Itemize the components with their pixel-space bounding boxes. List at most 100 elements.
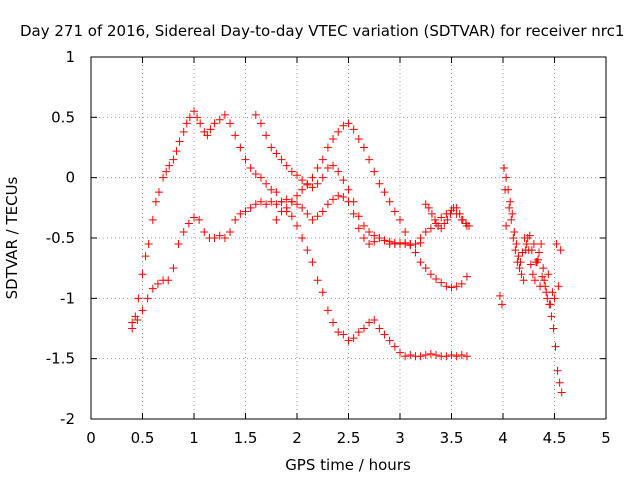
data-point <box>162 167 171 176</box>
data-point <box>396 348 404 357</box>
data-point <box>514 252 523 261</box>
data-point <box>246 203 255 212</box>
data-point <box>411 240 420 249</box>
data-point <box>138 270 147 279</box>
data-point <box>272 149 281 158</box>
data-point <box>505 203 514 212</box>
data-point <box>359 143 368 152</box>
x-tick-label: 0 <box>86 429 96 447</box>
data-point <box>298 203 307 212</box>
data-point <box>282 195 291 204</box>
data-point <box>549 324 558 333</box>
data-point <box>175 137 184 146</box>
data-point <box>401 227 410 236</box>
data-point <box>416 352 425 361</box>
data-point <box>447 283 456 292</box>
data-point <box>509 234 518 242</box>
data-point <box>210 234 219 242</box>
data-point <box>452 282 461 291</box>
data-point <box>169 264 178 273</box>
data-point <box>442 282 451 291</box>
data-point <box>151 197 160 206</box>
data-point <box>200 227 209 236</box>
data-point <box>539 264 548 273</box>
data-point <box>447 351 456 360</box>
x-tick-label: 4 <box>498 429 508 447</box>
data-point <box>365 240 374 249</box>
data-points <box>128 107 566 397</box>
data-point <box>426 224 435 233</box>
x-tick-label: 3 <box>395 429 405 447</box>
data-point <box>210 119 219 128</box>
data-point <box>293 191 301 200</box>
data-point <box>390 238 399 247</box>
data-point <box>551 342 560 351</box>
data-point <box>365 318 374 327</box>
data-point <box>193 113 202 122</box>
x-tick-label: 1.5 <box>234 429 258 447</box>
data-point <box>385 197 394 206</box>
data-point <box>159 173 168 182</box>
data-point <box>396 240 404 249</box>
data-point <box>318 207 327 216</box>
data-point <box>153 279 162 288</box>
data-point <box>323 143 332 152</box>
data-point <box>455 209 464 218</box>
data-point <box>154 188 163 197</box>
data-point <box>323 306 332 315</box>
y-tick-label: 0 <box>65 169 75 187</box>
data-point <box>334 167 343 176</box>
data-point <box>277 155 286 164</box>
data-point <box>241 155 250 164</box>
data-point <box>510 227 519 236</box>
data-point <box>349 197 358 206</box>
data-point <box>344 185 353 194</box>
data-point <box>354 328 363 337</box>
x-tick-labels: 0 0.5 1 1.5 2 2.5 3 3.5 4 4.5 5 <box>86 429 611 447</box>
data-point <box>452 352 461 361</box>
data-point <box>318 155 327 164</box>
data-point <box>313 164 322 173</box>
data-point <box>323 200 332 209</box>
data-point <box>446 209 455 218</box>
data-point <box>442 352 451 361</box>
data-point <box>557 388 566 397</box>
data-point <box>526 260 535 269</box>
data-point <box>256 119 265 128</box>
data-point <box>329 318 338 327</box>
data-point <box>339 176 348 185</box>
data-point <box>465 221 474 230</box>
data-point <box>359 221 368 230</box>
data-point <box>231 215 240 224</box>
data-point <box>411 248 420 257</box>
data-point <box>552 240 561 249</box>
data-point <box>148 284 157 293</box>
data-point <box>370 231 379 240</box>
data-point <box>174 240 183 249</box>
data-point <box>196 119 205 128</box>
data-point <box>287 212 296 221</box>
data-point <box>293 171 301 180</box>
data-point <box>267 143 276 152</box>
y-tick-label: -1 <box>60 289 75 307</box>
data-point <box>282 203 291 212</box>
data-point <box>349 125 358 134</box>
data-point <box>396 215 404 224</box>
data-point <box>141 252 150 261</box>
data-point <box>536 282 545 291</box>
data-point <box>401 238 410 247</box>
data-point <box>553 366 562 375</box>
data-point <box>530 276 539 285</box>
data-point <box>390 342 399 351</box>
data-point <box>272 215 281 224</box>
data-point <box>424 203 433 212</box>
data-point <box>256 197 265 206</box>
data-point <box>370 167 379 176</box>
data-point <box>226 119 235 128</box>
data-point <box>344 119 353 128</box>
data-point <box>550 294 559 303</box>
data-point <box>547 312 556 321</box>
data-point <box>462 272 471 281</box>
data-point <box>334 127 343 136</box>
data-point <box>426 349 435 358</box>
